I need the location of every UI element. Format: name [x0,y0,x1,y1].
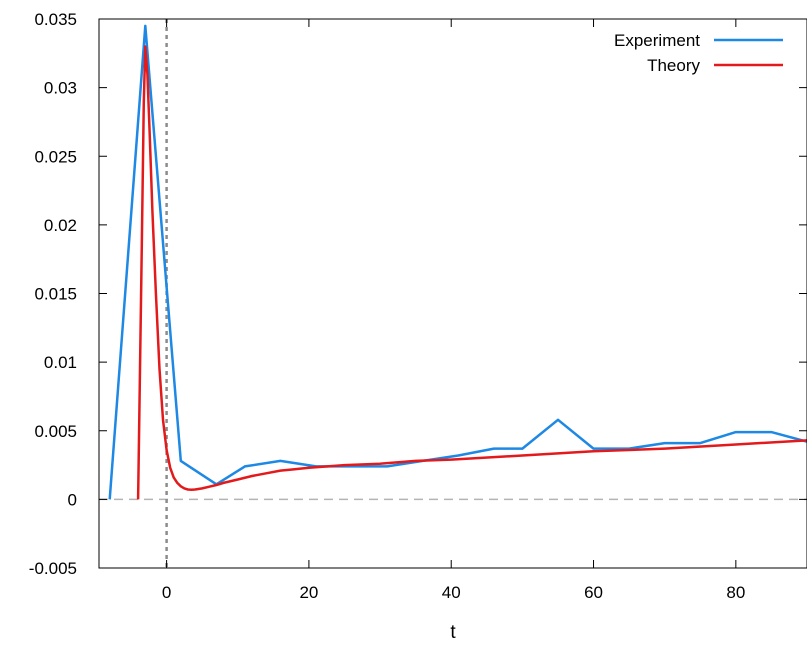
axis-tick-labels: -0.005 0 0.005 0.01 0.015 0.02 0.025 0.03 0.035 0… [29,10,746,602]
y-tick-label: 0.035 [34,10,77,29]
series-line-theory [136,45,807,500]
legend: Experiment Theory [614,31,783,75]
legend-label-theory: Theory [647,56,700,75]
y-tick-label: 0.015 [34,285,77,304]
x-tick-label: 40 [442,583,461,602]
y-tick-label: 0 [68,490,77,509]
x-tick-label: 60 [584,583,603,602]
y-tick-label: 0.025 [34,147,77,166]
legend-label-experiment: Experiment [614,31,700,50]
x-tick-label: 0 [162,583,171,602]
series-line-experiment [108,24,807,500]
y-tick-label: 0.005 [34,422,77,441]
axis-ticks [99,18,807,569]
x-tick-label: 20 [299,583,318,602]
series-layer [108,24,807,500]
x-tick-label: 80 [726,583,745,602]
y-tick-label: 0.01 [44,353,77,372]
y-tick-label: 0.02 [44,216,77,235]
x-axis-label: t [450,622,456,643]
y-tick-label: 0.03 [44,79,77,98]
y-tick-label: -0.005 [29,559,77,578]
